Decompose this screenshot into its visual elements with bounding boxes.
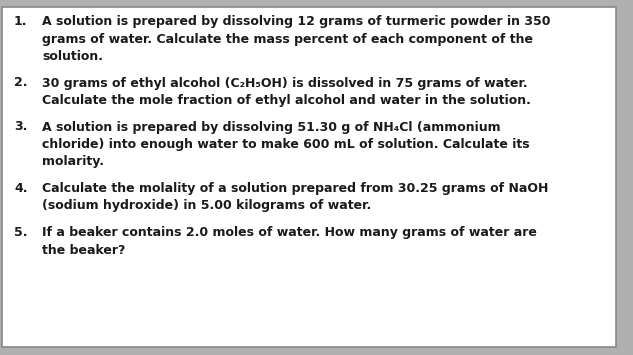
Text: chloride) into enough water to make 600 mL of solution. Calculate its: chloride) into enough water to make 600 … xyxy=(42,138,530,151)
Text: Calculate the molality of a solution prepared from 30.25 grams of NaOH: Calculate the molality of a solution pre… xyxy=(42,182,548,195)
Text: 4.: 4. xyxy=(14,182,27,195)
Text: solution.: solution. xyxy=(42,50,103,63)
Text: A solution is prepared by dissolving 12 grams of turmeric powder in 350: A solution is prepared by dissolving 12 … xyxy=(42,15,551,28)
Text: (sodium hydroxide) in 5.00 kilograms of water.: (sodium hydroxide) in 5.00 kilograms of … xyxy=(42,200,371,213)
Text: 30 grams of ethyl alcohol (C₂H₅OH) is dissolved in 75 grams of water.: 30 grams of ethyl alcohol (C₂H₅OH) is di… xyxy=(42,76,528,89)
Text: the beaker?: the beaker? xyxy=(42,244,125,257)
Text: If a beaker contains 2.0 moles of water. How many grams of water are: If a beaker contains 2.0 moles of water.… xyxy=(42,226,537,239)
Text: 2.: 2. xyxy=(14,76,27,89)
Text: grams of water. Calculate the mass percent of each component of the: grams of water. Calculate the mass perce… xyxy=(42,33,533,45)
Text: molarity.: molarity. xyxy=(42,155,104,169)
Text: Calculate the mole fraction of ethyl alcohol and water in the solution.: Calculate the mole fraction of ethyl alc… xyxy=(42,94,531,107)
Text: 1.: 1. xyxy=(14,15,27,28)
Text: 5.: 5. xyxy=(14,226,27,239)
Text: 3.: 3. xyxy=(14,120,27,133)
Text: A solution is prepared by dissolving 51.30 g of NH₄Cl (ammonium: A solution is prepared by dissolving 51.… xyxy=(42,120,501,133)
